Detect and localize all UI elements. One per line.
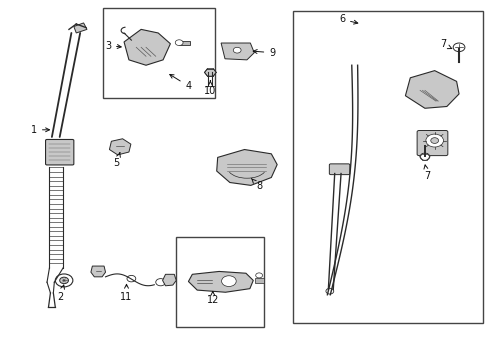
Polygon shape — [405, 71, 458, 108]
Circle shape — [156, 279, 165, 286]
Circle shape — [175, 40, 183, 45]
Polygon shape — [124, 30, 170, 65]
Text: 7: 7 — [423, 165, 429, 181]
FancyBboxPatch shape — [416, 131, 447, 156]
Text: 8: 8 — [251, 179, 262, 192]
Text: 6: 6 — [338, 14, 357, 24]
Polygon shape — [216, 149, 277, 185]
Polygon shape — [162, 274, 176, 286]
Text: 5: 5 — [113, 153, 120, 168]
Circle shape — [325, 288, 333, 294]
Text: 1: 1 — [31, 125, 49, 135]
Text: 7: 7 — [439, 40, 451, 49]
Polygon shape — [91, 266, 105, 277]
Bar — [176, 237, 264, 327]
Polygon shape — [221, 43, 254, 60]
Circle shape — [55, 274, 73, 287]
Circle shape — [425, 134, 443, 147]
Text: 9: 9 — [253, 48, 275, 58]
Circle shape — [419, 153, 429, 160]
FancyBboxPatch shape — [45, 139, 74, 165]
Polygon shape — [109, 139, 131, 155]
Circle shape — [60, 277, 68, 284]
Circle shape — [452, 43, 464, 51]
Text: 2: 2 — [57, 285, 64, 302]
Polygon shape — [74, 23, 87, 33]
FancyBboxPatch shape — [329, 164, 349, 175]
Circle shape — [221, 276, 236, 287]
Bar — [254, 278, 263, 283]
Text: 11: 11 — [120, 284, 132, 302]
Text: 4: 4 — [169, 75, 191, 91]
Circle shape — [233, 47, 241, 53]
Text: 12: 12 — [206, 292, 219, 305]
Circle shape — [127, 275, 136, 282]
Bar — [103, 8, 215, 98]
Circle shape — [430, 138, 438, 143]
Text: 3: 3 — [105, 41, 121, 50]
Polygon shape — [188, 271, 253, 292]
Text: 10: 10 — [204, 81, 216, 96]
Polygon shape — [204, 69, 216, 76]
Bar — [179, 41, 189, 45]
Bar — [293, 12, 483, 323]
Circle shape — [255, 273, 262, 278]
